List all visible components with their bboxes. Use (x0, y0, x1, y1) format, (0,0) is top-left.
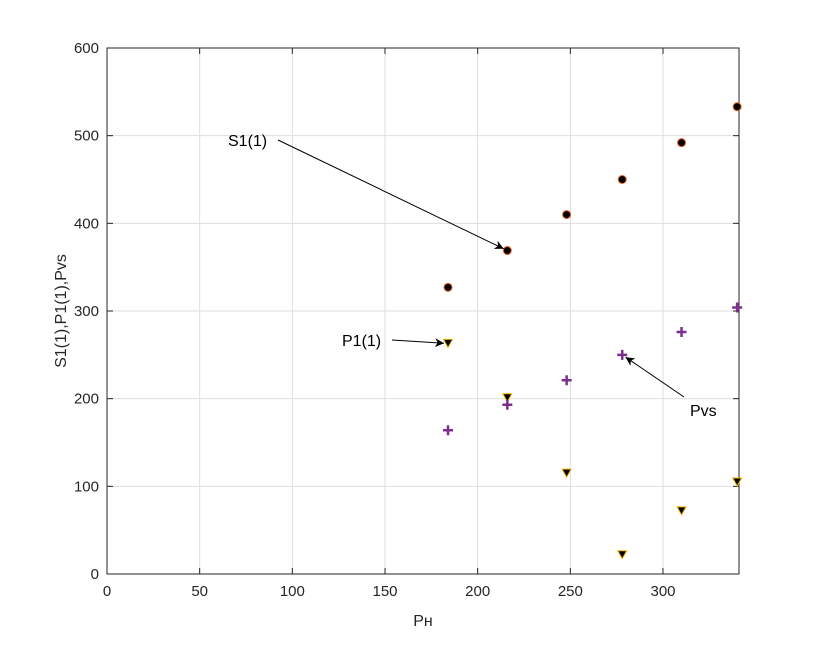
y-tick-label: 0 (91, 566, 99, 583)
annotation-arrow (277, 139, 504, 250)
data-point-circle (617, 175, 627, 184)
data-point-plus (502, 399, 513, 410)
series-p1-1- (442, 338, 743, 560)
x-tick-label: 100 (280, 583, 305, 600)
data-point-circle (502, 246, 512, 256)
x-tick-label: 200 (465, 583, 490, 600)
series-s1-1- (443, 102, 742, 292)
data-point-circle (677, 138, 687, 148)
y-tick-label: 300 (74, 303, 99, 320)
data-point-triangle (501, 393, 513, 403)
grid (106, 47, 739, 575)
series-pvs (443, 302, 743, 436)
y-axis-label: S1(1),P1(1),Pvs (53, 254, 70, 368)
y-tick-label: 500 (74, 128, 99, 145)
y-tick-label: 200 (74, 391, 99, 408)
annotation-label: P1(1) (342, 333, 381, 350)
annotation-arrow (625, 356, 685, 398)
data-point-plus (732, 302, 743, 313)
data-point-triangle (561, 468, 572, 479)
x-tick-label: 50 (191, 583, 208, 600)
x-tick-label: 300 (650, 583, 675, 600)
data-point-plus (561, 375, 572, 386)
y-tick-label: 100 (74, 478, 99, 495)
annotation-label: S1(1) (228, 133, 267, 150)
y-tick-label: 400 (74, 215, 99, 232)
data-point-plus (676, 327, 687, 338)
x-tick-label: 0 (103, 583, 111, 600)
data-point-triangle (731, 477, 743, 487)
data-point-triangle (616, 550, 628, 560)
x-tick-label: 250 (558, 583, 583, 600)
y-tick-label: 600 (74, 40, 99, 57)
data-point-circle (562, 210, 572, 220)
annotation-arrow (391, 338, 445, 348)
x-axis-label: Pн (413, 613, 433, 630)
data-point-plus (443, 425, 454, 436)
data-point-triangle (676, 506, 687, 516)
data-point-plus (617, 349, 628, 360)
annotation-label: Pvs (690, 403, 717, 420)
data-point-triangle (442, 338, 454, 349)
x-tick-label: 150 (372, 583, 397, 600)
data-point-circle (443, 282, 453, 292)
data-point-circle (732, 102, 742, 112)
